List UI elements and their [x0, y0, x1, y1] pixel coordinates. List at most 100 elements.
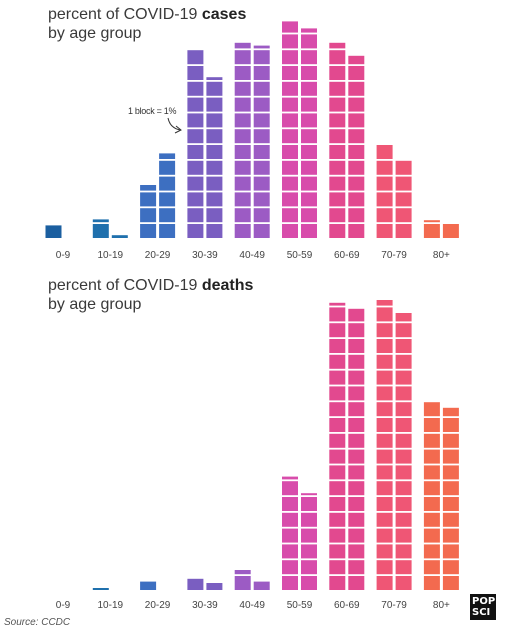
block-deaths-70-79-col1-11	[395, 402, 412, 417]
block-cases-20-29-col0-1	[140, 208, 157, 223]
block-cases-60-69-col1-8	[348, 97, 365, 112]
block-cases-50-59-col0-4	[282, 160, 298, 175]
cases-title-prefix: percent of COVID-19	[48, 6, 202, 23]
block-deaths-80+-col0-5	[423, 497, 440, 511]
partial-block-cases-30-39-col1	[206, 77, 223, 80]
block-cases-30-39-col0-10	[187, 66, 204, 80]
block-cases-70-79-col0-1	[376, 208, 393, 223]
block-deaths-80+-col0-10	[423, 418, 440, 432]
block-cases-30-39-col0-1	[187, 208, 204, 223]
block-deaths-70-79-col1-15	[395, 339, 412, 353]
block-deaths-70-79-col0-16	[376, 323, 393, 338]
block-deaths-80+-col1-1	[442, 560, 459, 575]
partial-block-cases-0-9-col0	[45, 225, 62, 238]
partial-block-cases-10-19-col0	[92, 219, 109, 223]
block-deaths-60-69-col1-3	[348, 528, 365, 543]
block-cases-50-59-col1-0	[301, 224, 317, 238]
block-deaths-60-69-col0-14	[329, 354, 346, 369]
block-cases-50-59-col0-8	[282, 97, 298, 112]
block-deaths-60-69-col0-11	[329, 402, 346, 417]
block-deaths-50-59-col0-5	[282, 497, 298, 511]
block-deaths-60-69-col0-9	[329, 433, 346, 448]
block-deaths-80+-col1-8	[442, 449, 459, 464]
block-cases-60-69-col1-3	[348, 176, 365, 191]
annotation-arrow	[167, 117, 181, 131]
block-deaths-60-69-col1-11	[348, 402, 365, 417]
block-deaths-70-79-col1-7	[395, 465, 412, 480]
block-deaths-70-79-col0-15	[376, 339, 393, 353]
logo-line-2: SCI	[472, 607, 491, 618]
block-cases-40-49-col1-10	[253, 66, 270, 80]
block-cases-40-49-col0-0	[234, 224, 251, 238]
block-cases-40-49-col0-2	[234, 192, 251, 207]
tick-label-deaths-20-29: 20-29	[145, 600, 171, 611]
block-deaths-50-59-col1-3	[301, 528, 317, 543]
block-deaths-80+-col0-4	[423, 512, 440, 527]
deaths-title-prefix: percent of COVID-19	[48, 277, 202, 294]
block-cases-50-59-col1-12	[301, 34, 317, 49]
block-cases-60-69-col0-2	[329, 192, 346, 207]
block-deaths-60-69-col0-0	[329, 576, 346, 590]
block-cases-50-59-col0-7	[282, 113, 298, 128]
block-cases-40-49-col1-3	[253, 176, 270, 191]
block-deaths-60-69-col0-13	[329, 370, 346, 385]
block-cases-30-39-col1-4	[206, 160, 223, 175]
block-cases-30-39-col1-0	[206, 224, 223, 238]
block-cases-60-69-col1-1	[348, 208, 365, 223]
block-cases-60-69-col0-7	[329, 113, 346, 128]
block-cases-30-39-col0-4	[187, 160, 204, 175]
block-deaths-70-79-col0-7	[376, 465, 393, 480]
block-cases-70-79-col1-2	[395, 192, 412, 207]
block-deaths-50-59-col1-2	[301, 544, 317, 559]
block-cases-40-49-col0-3	[234, 176, 251, 191]
block-cases-30-39-col1-3	[206, 176, 223, 191]
cases-title-bold: cases	[201, 6, 247, 23]
block-cases-40-49-col1-0	[253, 224, 270, 238]
block-cases-50-59-col0-11	[282, 50, 298, 65]
block-cases-30-39-col0-9	[187, 81, 204, 96]
tick-label-cases-80+: 80+	[433, 250, 450, 261]
block-cases-60-69-col1-2	[348, 192, 365, 207]
block-deaths-60-69-col0-7	[329, 465, 346, 480]
block-deaths-70-79-col1-3	[395, 528, 412, 543]
block-deaths-60-69-col0-6	[329, 481, 346, 496]
tick-label-deaths-10-19: 10-19	[98, 600, 124, 611]
block-deaths-70-79-col1-0	[395, 576, 412, 590]
block-cases-40-49-col1-9	[253, 81, 270, 96]
block-deaths-50-59-col1-5	[301, 497, 317, 511]
block-cases-30-39-col1-1	[206, 208, 223, 223]
block-deaths-70-79-col0-6	[376, 481, 393, 496]
tick-label-cases-50-59: 50-59	[287, 250, 313, 261]
logo-line-1: POP	[472, 596, 496, 607]
cases-chart-title: percent of COVID-19 cases by age group	[48, 5, 246, 43]
partial-block-cases-40-49-col1	[253, 45, 270, 49]
tick-label-cases-30-39: 30-39	[192, 250, 218, 261]
block-deaths-50-59-col1-4	[301, 512, 317, 527]
block-deaths-60-69-col1-13	[348, 370, 365, 385]
block-cases-40-49-col1-5	[253, 145, 270, 159]
partial-block-cases-80+-col0	[423, 220, 440, 223]
block-deaths-60-69-col0-3	[329, 528, 346, 543]
block-deaths-60-69-col0-1	[329, 560, 346, 575]
tick-label-deaths-0-9: 0-9	[56, 600, 71, 611]
cases-subtitle: by age group	[48, 25, 142, 42]
partial-block-deaths-50-59-col1	[301, 493, 317, 496]
block-deaths-60-69-col0-10	[329, 418, 346, 432]
block-cases-70-79-col0-0	[376, 224, 393, 238]
block-deaths-60-69-col1-5	[348, 497, 365, 511]
tick-label-cases-10-19: 10-19	[98, 250, 124, 261]
block-cases-20-29-col1-0	[159, 224, 176, 238]
block-deaths-70-79-col1-5	[395, 497, 412, 511]
block-cases-40-49-col1-11	[253, 50, 270, 65]
block-cases-50-59-col1-6	[301, 129, 317, 144]
block-cases-80+-col0-0	[423, 224, 440, 238]
block-deaths-70-79-col0-3	[376, 528, 393, 543]
block-cases-50-59-col1-1	[301, 208, 317, 223]
block-cases-40-49-col1-2	[253, 192, 270, 207]
tick-label-deaths-60-69: 60-69	[334, 600, 360, 611]
block-deaths-60-69-col0-15	[329, 339, 346, 353]
block-cases-60-69-col1-0	[348, 224, 365, 238]
partial-block-cases-40-49-col0	[234, 42, 251, 49]
block-deaths-80+-col0-9	[423, 433, 440, 448]
block-legend-annotation: 1 block = 1%	[128, 106, 176, 116]
